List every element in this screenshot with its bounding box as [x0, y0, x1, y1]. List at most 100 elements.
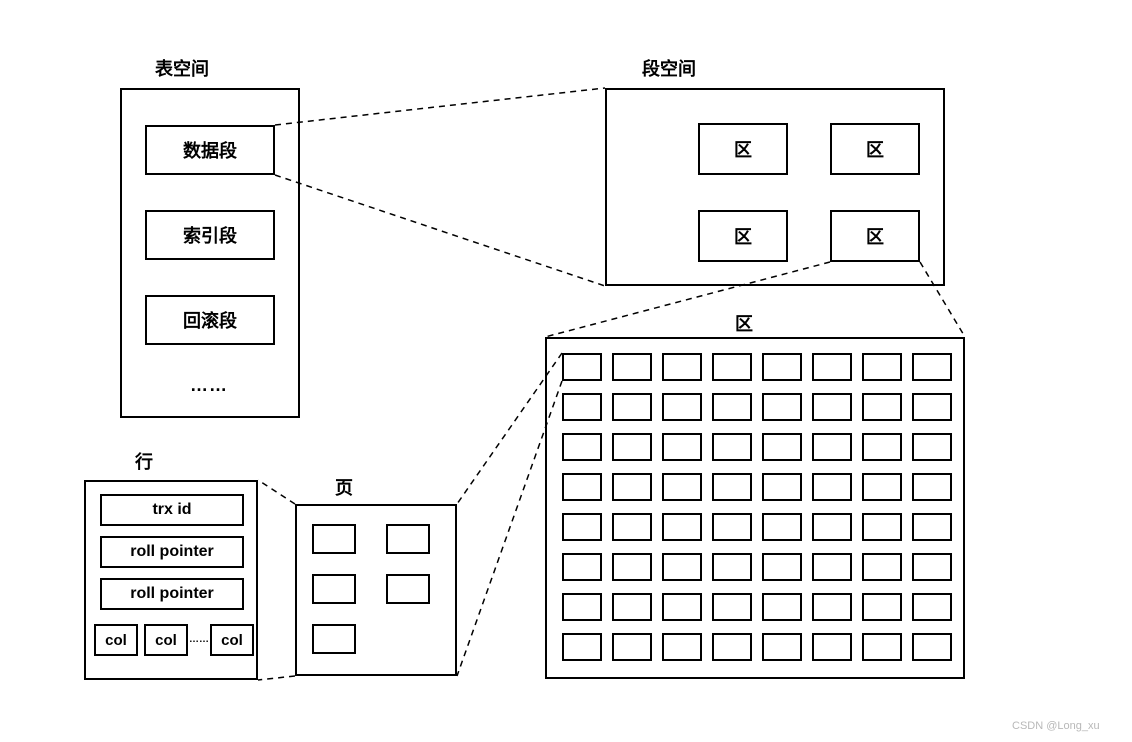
row-col-0-label: col — [105, 632, 127, 649]
extent-page-cell — [862, 433, 902, 461]
tablespace-item-data-label: 数据段 — [183, 137, 237, 163]
extent-page-cell — [812, 353, 852, 381]
page-row-cell — [386, 574, 430, 604]
extent-page-cell — [912, 433, 952, 461]
extent-page-cell — [862, 593, 902, 621]
extent-page-cell — [612, 473, 652, 501]
extent-page-cell — [862, 393, 902, 421]
row-col-1-label: col — [155, 632, 177, 649]
extent-page-cell — [912, 633, 952, 661]
extent-page-cell — [762, 353, 802, 381]
row-rollptr-0: roll pointer — [100, 536, 244, 568]
segment-extent-3-label: 区 — [866, 223, 884, 249]
extent-page-cell — [712, 433, 752, 461]
row-col-1: col — [144, 624, 188, 656]
row-trxid: trx id — [100, 494, 244, 526]
extent-page-cell — [612, 433, 652, 461]
row-col-0: col — [94, 624, 138, 656]
extent-page-cell — [812, 473, 852, 501]
extent-page-cell — [562, 553, 602, 581]
extent-page-cell — [912, 593, 952, 621]
extent-page-cell — [662, 633, 702, 661]
extent-page-cell — [562, 393, 602, 421]
extent-page-cell — [912, 553, 952, 581]
extent-page-cell — [812, 553, 852, 581]
page-row-cell — [312, 624, 356, 654]
tablespace-item-index-label: 索引段 — [183, 222, 237, 248]
extent-page-cell — [712, 473, 752, 501]
segment-extent-0: 区 — [698, 123, 788, 175]
extent-page-cell — [662, 513, 702, 541]
extent-page-cell — [662, 553, 702, 581]
extent-page-cell — [662, 353, 702, 381]
extent-page-cell — [712, 353, 752, 381]
extent-page-cell — [612, 553, 652, 581]
row-title: 行 — [135, 448, 153, 474]
extent-page-cell — [712, 553, 752, 581]
segment-extent-0-label: 区 — [734, 136, 752, 162]
extent-page-cell — [762, 513, 802, 541]
extent-title: 区 — [735, 310, 753, 336]
row-col-2: col — [210, 624, 254, 656]
extent-page-cell — [662, 593, 702, 621]
extent-page-cell — [912, 393, 952, 421]
extent-page-cell — [762, 393, 802, 421]
tablespace-ellipsis: …… — [190, 375, 228, 396]
extent-page-cell — [812, 513, 852, 541]
tablespace-item-rollback: 回滚段 — [145, 295, 275, 345]
extent-page-cell — [862, 473, 902, 501]
segment-extent-1: 区 — [830, 123, 920, 175]
extent-page-cell — [712, 393, 752, 421]
segment-title: 段空间 — [642, 55, 696, 81]
page-title: 页 — [335, 474, 353, 500]
tablespace-item-rollback-label: 回滚段 — [183, 307, 237, 333]
extent-page-cell — [612, 593, 652, 621]
extent-page-cell — [912, 473, 952, 501]
extent-page-cell — [812, 433, 852, 461]
extent-page-cell — [712, 513, 752, 541]
extent-page-cell — [662, 473, 702, 501]
extent-page-cell — [912, 353, 952, 381]
extent-page-cell — [662, 433, 702, 461]
extent-page-cell — [812, 393, 852, 421]
segment-extent-3: 区 — [830, 210, 920, 262]
tablespace-title: 表空间 — [155, 55, 209, 81]
extent-page-cell — [762, 633, 802, 661]
extent-page-cell — [612, 353, 652, 381]
page-row-cell — [312, 524, 356, 554]
extent-page-cell — [562, 473, 602, 501]
tablespace-item-data: 数据段 — [145, 125, 275, 175]
extent-page-cell — [562, 633, 602, 661]
row-rollptr-0-label: roll pointer — [130, 543, 214, 561]
segment-extent-2: 区 — [698, 210, 788, 262]
extent-page-cell — [612, 633, 652, 661]
extent-page-cell — [862, 513, 902, 541]
extent-page-cell — [812, 593, 852, 621]
extent-page-cell — [562, 593, 602, 621]
extent-page-cell — [712, 633, 752, 661]
watermark: CSDN @Long_xu — [1012, 720, 1100, 732]
row-col-dots: …… — [189, 634, 209, 645]
row-rollptr-1-label: roll pointer — [130, 585, 214, 603]
extent-page-cell — [762, 433, 802, 461]
extent-page-cell — [562, 433, 602, 461]
extent-page-cell — [862, 553, 902, 581]
extent-page-cell — [562, 513, 602, 541]
extent-page-cell — [912, 513, 952, 541]
extent-container — [545, 337, 965, 679]
extent-page-cell — [812, 633, 852, 661]
extent-page-cell — [662, 393, 702, 421]
extent-page-cell — [762, 553, 802, 581]
extent-page-cell — [712, 593, 752, 621]
segment-extent-2-label: 区 — [734, 223, 752, 249]
page-row-cell — [312, 574, 356, 604]
row-rollptr-1: roll pointer — [100, 578, 244, 610]
page-row-cell — [386, 524, 430, 554]
extent-page-cell — [762, 593, 802, 621]
row-col-2-label: col — [221, 632, 243, 649]
extent-page-cell — [612, 513, 652, 541]
extent-page-cell — [562, 353, 602, 381]
extent-page-cell — [862, 633, 902, 661]
extent-page-cell — [762, 473, 802, 501]
extent-page-cell — [862, 353, 902, 381]
